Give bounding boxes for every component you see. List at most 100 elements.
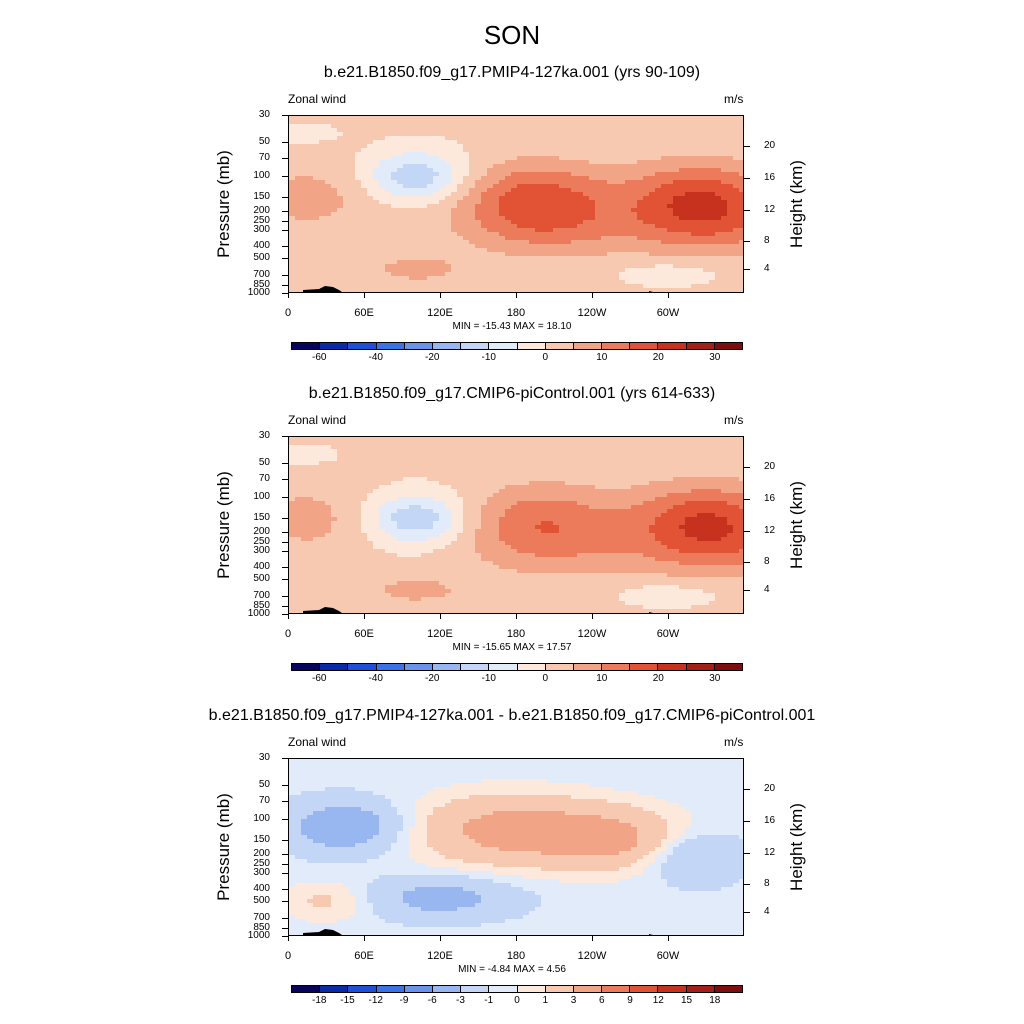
field-cell [505,256,512,261]
field-cell [373,493,380,498]
field-cell [643,132,650,137]
field-cell [307,485,314,490]
field-cell [409,148,416,153]
field-cell [475,441,482,446]
field-cell [643,200,650,205]
field-cell [643,160,650,165]
field-cell [433,152,440,157]
field-cell [301,276,308,281]
field-cell [445,220,452,225]
field-cell [523,485,530,490]
field-cell [709,260,716,265]
field-cell [517,144,524,149]
field-cell [529,501,536,506]
field-cell [559,260,566,265]
field-cell [487,248,494,253]
field-cell [601,128,608,133]
field-cell [427,124,434,129]
field-cell [313,140,320,145]
field-cell [295,144,302,149]
field-cell [523,256,530,261]
field-cell [667,288,674,292]
field-cell [511,437,518,442]
field-cell [451,220,458,225]
field-cell [631,453,638,458]
field-cell [523,240,530,245]
field-cell [397,288,404,292]
field-cell [343,477,350,482]
field-cell [379,124,386,129]
field-cell [427,268,434,273]
field-cell [463,248,470,253]
field-cell [373,228,380,233]
field-cell [433,513,440,518]
field-cell [679,228,686,233]
field-cell [307,465,314,470]
field-cell [613,260,620,265]
field-cell [415,272,422,277]
field-cell [691,148,698,153]
field-cell [397,132,404,137]
field-cell [355,124,362,129]
field-cell [439,248,446,253]
field-cell [409,220,416,225]
field-cell [499,509,506,514]
field-cell [595,244,602,249]
field-cell [463,256,470,261]
field-cell [367,172,374,177]
field-cell [673,196,680,201]
field-cell [439,485,446,490]
field-cell [313,284,320,289]
field-cell [355,292,362,293]
field-cell [739,268,743,273]
field-cell [325,509,332,514]
field-cell [379,188,386,193]
field-cell [643,208,650,213]
field-cell [325,489,332,494]
field-cell [289,144,296,149]
field-cell [643,469,650,474]
field-cell [541,461,548,466]
field-cell [313,469,320,474]
field-cell [577,509,584,514]
field-cell [409,461,416,466]
field-cell [493,180,500,185]
field-cell [409,128,416,133]
field-cell [559,200,566,205]
field-cell [565,461,572,466]
field-cell [715,208,722,213]
field-cell [529,232,536,237]
field-cell [685,501,692,506]
field-cell [337,208,344,213]
longitude-tick-label: 60W [656,307,680,319]
field-cell [457,252,464,257]
field-cell [571,264,578,269]
field-cell [349,160,356,165]
field-cell [571,441,578,446]
field-cell [499,200,506,205]
field-cell [577,465,584,470]
field-cell [583,465,590,470]
field-cell [415,477,422,482]
field-cell [409,445,416,450]
field-cell [619,505,626,510]
field-cell [607,156,614,161]
field-cell [511,449,518,454]
field-cell [661,288,668,292]
field-cell [517,208,524,213]
field-cell [697,148,704,153]
field-cell [571,485,578,490]
field-cell [439,184,446,189]
field-cell [715,244,722,249]
field-cell [289,176,296,181]
field-cell [319,513,326,518]
field-cell [289,485,296,490]
field-cell [589,449,596,454]
field-cell [649,449,656,454]
field-cell [523,160,530,165]
field-cell [649,457,656,462]
field-cell [661,272,668,277]
field-cell [475,264,482,269]
field-cell [487,120,494,125]
field-cell [715,232,722,237]
